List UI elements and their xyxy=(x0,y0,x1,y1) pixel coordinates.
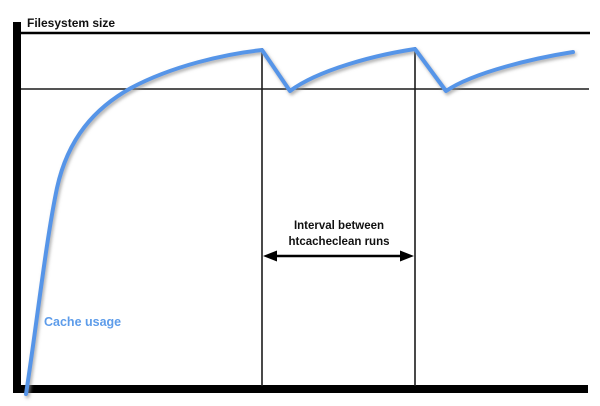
interval-label-line2: htcacheclean runs xyxy=(289,236,390,248)
cache-usage-label: Cache usage xyxy=(44,315,121,329)
arrow-left-head-icon xyxy=(263,250,277,262)
interval-label-line1: Interval between xyxy=(294,220,384,232)
interval-arrow xyxy=(263,250,414,262)
cache-usage-curve xyxy=(24,47,575,396)
arrow-right-head-icon xyxy=(400,250,414,262)
axes xyxy=(13,22,588,393)
filesystem-size-label: Filesystem size xyxy=(27,16,115,30)
